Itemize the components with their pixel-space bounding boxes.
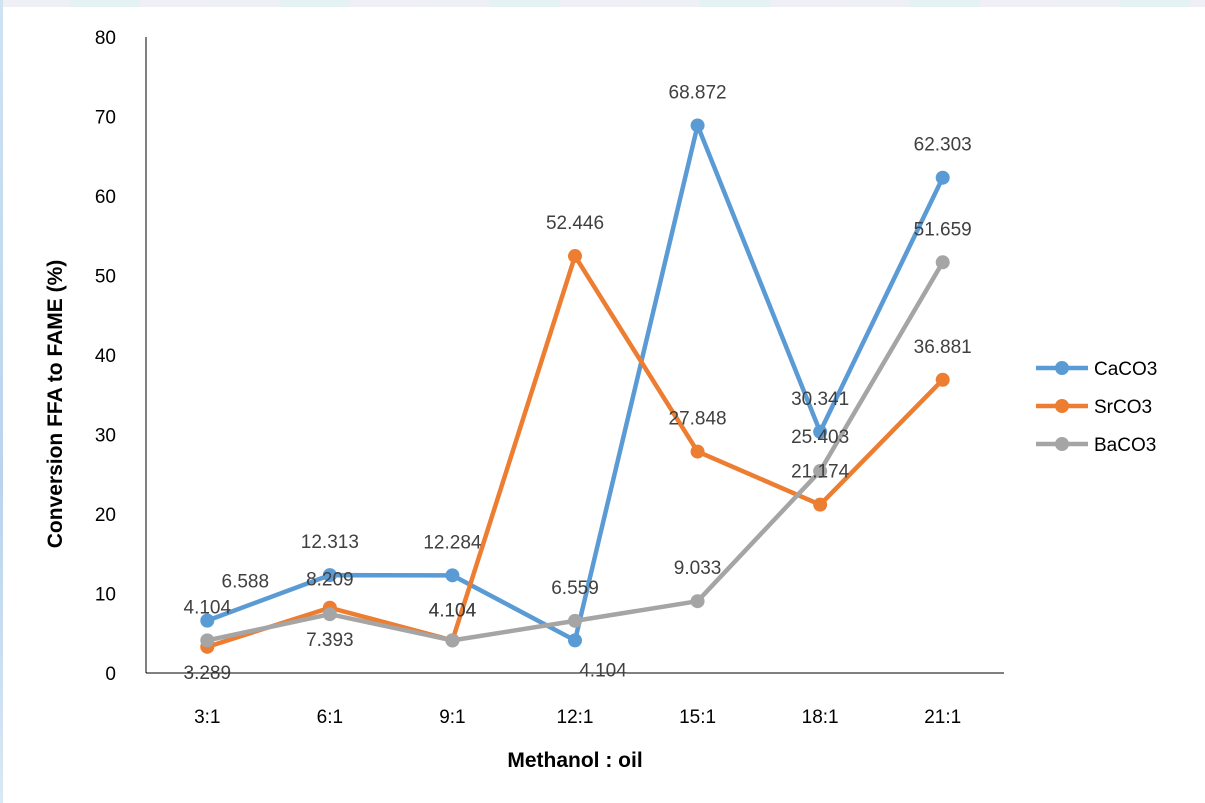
legend-swatch-marker <box>1055 361 1069 375</box>
top-decorative-strip <box>0 0 1205 7</box>
legend-entry-baco3: BaCO3 <box>1094 435 1156 456</box>
legend: CaCO3 SrCO3 BaCO3 <box>1036 359 1157 456</box>
data-labels: 6.588 3.289 4.104 12.313 8.209 7.393 12.284 4.1… <box>184 82 972 683</box>
y-tick-label: 10 <box>95 585 116 606</box>
x-tick-label: 6:1 <box>317 707 343 728</box>
series-lines <box>205 123 945 650</box>
y-tick-label: 30 <box>95 426 116 447</box>
data-label-caco3: 12.313 <box>301 532 359 553</box>
data-label-baco3: 51.659 <box>914 219 972 240</box>
data-point-baco3 <box>935 255 950 270</box>
data-label-baco3: 25.403 <box>791 427 849 448</box>
data-point-srco3 <box>690 444 705 459</box>
y-tick-label: 0 <box>105 664 116 685</box>
legend-swatch-marker <box>1055 399 1069 413</box>
data-label-srco3: 52.446 <box>546 213 604 234</box>
data-label-srco3: 36.881 <box>914 337 972 358</box>
x-tick-label: 9:1 <box>439 707 465 728</box>
data-point-baco3 <box>200 633 215 648</box>
y-tick-label: 40 <box>95 346 116 367</box>
y-tick-label: 80 <box>95 28 116 49</box>
data-label-caco3: 4.104 <box>579 660 627 681</box>
y-axis-title: Conversion FFA to FAME (%) <box>44 260 67 549</box>
data-point-baco3 <box>813 464 828 479</box>
data-label-baco3: 4.104 <box>184 597 232 618</box>
data-point-srco3 <box>935 372 950 387</box>
data-label-caco3: 12.284 <box>423 532 482 553</box>
y-tick-label: 60 <box>95 187 116 208</box>
x-tick-label: 3:1 <box>194 707 220 728</box>
data-label-srco3: 3.289 <box>184 663 232 684</box>
x-tick-labels: 3:1 6:1 9:1 12:1 15:1 18:1 21:1 <box>194 707 961 728</box>
y-tick-labels: 0 10 20 30 40 50 60 70 80 <box>95 28 116 685</box>
data-label-baco3: 6.559 <box>551 578 599 599</box>
legend-swatch-marker <box>1055 437 1069 451</box>
data-point-baco3 <box>445 633 460 648</box>
data-point-caco3 <box>445 568 460 583</box>
x-tick-label: 21:1 <box>924 707 961 728</box>
data-label-caco3: 62.303 <box>914 135 972 156</box>
data-point-baco3 <box>568 613 582 628</box>
y-tick-label: 50 <box>95 267 116 288</box>
x-tick-label: 15:1 <box>679 707 716 728</box>
data-point-caco3 <box>568 633 582 648</box>
data-point-baco3 <box>690 594 705 609</box>
data-point-caco3 <box>813 424 828 439</box>
data-label-caco3: 68.872 <box>669 82 727 103</box>
data-label-srco3: 8.209 <box>306 570 354 591</box>
data-label-srco3: 27.848 <box>669 409 727 430</box>
data-label-baco3: 7.393 <box>306 630 354 651</box>
data-point-baco3 <box>322 607 337 622</box>
legend-entry-srco3: SrCO3 <box>1094 397 1152 418</box>
x-tick-label: 18:1 <box>802 707 839 728</box>
x-tick-label: 12:1 <box>557 707 594 728</box>
data-point-srco3 <box>813 497 828 512</box>
data-point-caco3 <box>935 170 950 185</box>
data-point-srco3 <box>568 249 582 264</box>
left-decorative-rule <box>0 0 3 803</box>
y-tick-label: 20 <box>95 505 116 526</box>
axes <box>145 37 1004 674</box>
data-label-caco3: 30.341 <box>791 389 849 410</box>
data-point-caco3 <box>322 568 337 583</box>
data-point-caco3 <box>690 118 705 133</box>
y-tick-label: 70 <box>95 108 116 129</box>
data-label-baco3: 4.104 <box>429 600 477 621</box>
data-label-srco3: 4.104 <box>429 600 477 621</box>
legend-entry-caco3: CaCO3 <box>1094 359 1157 380</box>
series-markers <box>200 118 950 654</box>
data-label-caco3: 6.588 <box>222 572 270 593</box>
data-label-baco3: 9.033 <box>674 558 722 579</box>
data-point-caco3 <box>200 613 215 628</box>
x-axis-title: Methanol : oil <box>507 749 642 772</box>
series-line-caco3 <box>205 123 945 643</box>
data-label-srco3: 21.174 <box>791 462 850 483</box>
